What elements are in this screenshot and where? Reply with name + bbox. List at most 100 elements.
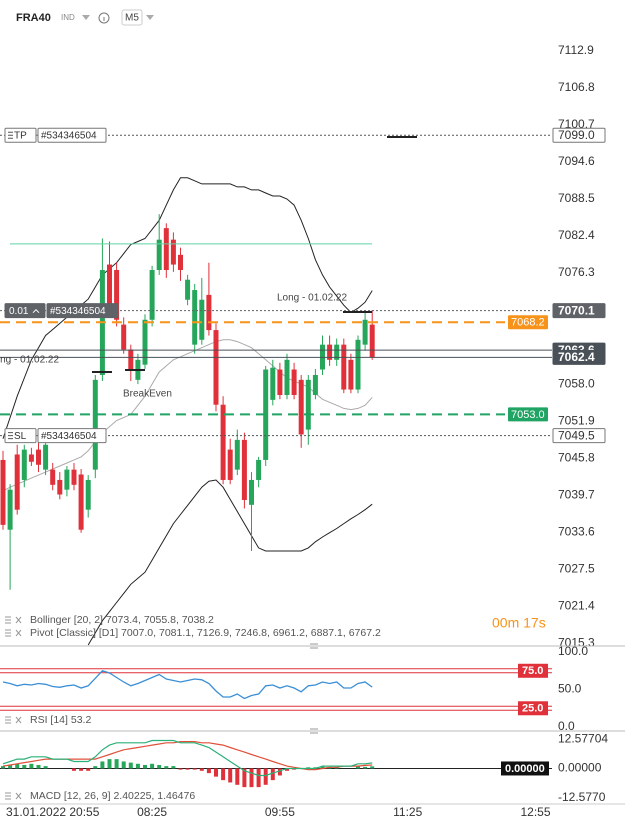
candle-body: [362, 319, 368, 345]
macd-histogram-bar: [121, 761, 126, 769]
y-tick-label: 12.57704: [558, 731, 608, 745]
pivot-legend: Pivot [Classic] [D1] 7007.0, 7081.1, 712…: [30, 627, 381, 639]
legend-icons[interactable]: [5, 616, 22, 800]
macd-legend: MACD [12, 26, 9] 2.40225, 1.46476: [30, 790, 195, 802]
candle-body: [277, 369, 283, 396]
y-tick-label: 100.0: [558, 644, 588, 658]
macd-histogram-bar: [270, 768, 275, 781]
legend-icon[interactable]: [5, 629, 22, 637]
macd-histogram-bar: [320, 766, 325, 769]
macd-histogram-bar: [206, 768, 211, 774]
macd-histogram-bar: [192, 768, 197, 770]
macd-histogram-bar: [107, 759, 112, 769]
candle-body: [21, 449, 27, 480]
price-box: [552, 303, 606, 319]
y-tick-label: 7100.7: [558, 117, 595, 131]
y-tick-label: 7045.8: [558, 450, 595, 464]
macd-histogram-bar: [214, 768, 218, 777]
candle-body: [213, 330, 219, 405]
macd-histogram-bar: [1, 766, 5, 769]
price-box: [552, 127, 606, 143]
dropdown-arrow[interactable]: [82, 15, 90, 20]
order-id-box: [46, 303, 119, 319]
level-label: 75.0: [522, 665, 543, 677]
macd-histogram-bar: [164, 766, 169, 769]
y-tick-label: 7051.9: [558, 413, 595, 427]
y-tick-label: 7082.4: [558, 228, 595, 242]
order-id: #534346504: [41, 431, 97, 442]
symbol[interactable]: FRA40: [16, 12, 51, 24]
y-tick-label: 7033.6: [558, 524, 595, 538]
candle-body: [7, 489, 13, 530]
macd-histogram-bar: [356, 766, 360, 769]
timeframe-box[interactable]: [121, 9, 143, 26]
x-tick-label: 09:55: [265, 805, 295, 819]
info-icon[interactable]: [98, 12, 110, 24]
candle-body: [249, 479, 254, 505]
y-tick-label: -12.5770: [558, 790, 606, 804]
macd-line: [2, 739, 373, 777]
macd-histogram-bar: [43, 766, 48, 769]
candle-body: [284, 359, 290, 396]
legend-icon[interactable]: [5, 616, 22, 624]
candle-body: [114, 270, 120, 320]
timeframe-arrow[interactable]: [146, 15, 154, 20]
level-box: [518, 663, 548, 678]
price-label: 7068.2: [511, 317, 545, 329]
candle-body: [298, 379, 304, 435]
position-label: Long - 01.02.22: [277, 293, 347, 304]
macd-histogram-bar: [370, 766, 375, 769]
macd-histogram-bar: [263, 768, 268, 785]
level-box: [518, 701, 548, 716]
macd-histogram-bar: [277, 768, 282, 776]
candle-body: [36, 449, 41, 465]
candle-body: [71, 469, 77, 485]
y-tick-label: 0.0: [558, 719, 575, 733]
candle-body: [50, 469, 56, 485]
macd-histogram-bar: [100, 761, 105, 769]
legend-icon[interactable]: [5, 792, 22, 800]
macd-histogram-bar: [79, 768, 84, 771]
last-value-label: 0.00000: [505, 763, 545, 775]
candle-body: [128, 349, 134, 370]
candle-body: [156, 239, 162, 271]
y-tick-label: 7039.7: [558, 487, 595, 501]
x-tick-label: 12:55: [520, 805, 550, 819]
price-box: [552, 349, 606, 365]
price-label: 7053.0: [511, 409, 545, 421]
candle-body: [312, 374, 318, 396]
timeframe: M5: [125, 13, 139, 24]
x-tick-label: 11:25: [393, 805, 422, 819]
candle-body: [341, 344, 347, 390]
candle-body: [291, 369, 297, 396]
macd-histogram-bar: [22, 764, 27, 769]
macd-histogram-bar: [8, 764, 13, 769]
legend-icon[interactable]: [5, 716, 22, 724]
order-name: SL: [14, 431, 27, 442]
x-tick-label: 08:25: [137, 805, 167, 819]
macd-histogram-bar: [228, 768, 233, 783]
price-box: [508, 315, 548, 330]
x-tick-label: 31.01.2022 20:55: [6, 805, 100, 819]
y-tick-label: 7027.5: [558, 561, 595, 575]
market: IND: [61, 13, 75, 22]
candle-body: [234, 439, 240, 470]
candle-body: [220, 404, 226, 480]
candle-body: [206, 294, 212, 331]
panel-handle[interactable]: [310, 643, 318, 734]
macd-histogram-bar: [242, 768, 247, 788]
countdown: 00m 17s: [492, 615, 546, 631]
y-tick-label: 7094.6: [558, 154, 595, 168]
macd-histogram-bar: [36, 764, 41, 769]
y-tick-label: 7058.0: [558, 376, 595, 390]
last-value-box: [501, 761, 549, 776]
macd-histogram-bar: [93, 766, 98, 769]
macd-histogram-bar: [143, 764, 147, 769]
candle-body: [78, 474, 84, 530]
macd-histogram-bar: [306, 767, 311, 769]
macd-histogram-bar: [249, 768, 254, 788]
candle-body: [241, 439, 247, 500]
macd-histogram-bar: [150, 763, 155, 769]
price-box: [552, 428, 606, 444]
price-box: [508, 407, 548, 422]
